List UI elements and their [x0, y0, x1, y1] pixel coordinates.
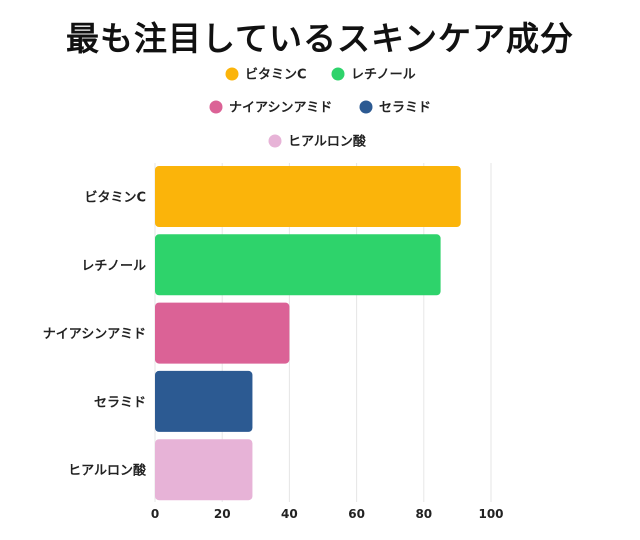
- bar-1: [155, 166, 461, 227]
- legend-marker-5: [268, 134, 282, 148]
- category-label-1: ビタミンC: [84, 190, 146, 206]
- legend-marker-3: [209, 100, 223, 114]
- category-label-3: ナイアシンアミド: [43, 327, 146, 342]
- x-tick-label-0: 0: [151, 507, 159, 521]
- bar-5: [155, 439, 253, 501]
- chart-title: 最も注目しているスキンケア成分: [65, 19, 575, 58]
- x-tick-label-5: 100: [478, 507, 503, 521]
- bar-2: [155, 234, 441, 296]
- legend-label-2: レチノール: [351, 68, 416, 83]
- x-tick-label-1: 20: [214, 507, 231, 521]
- legend-marker-4: [359, 100, 373, 114]
- legend-label-3: ナイアシンアミド: [229, 101, 332, 116]
- bar-3: [155, 302, 290, 364]
- x-tick-label-4: 80: [415, 507, 432, 521]
- legend-marker-2: [331, 67, 345, 81]
- category-label-4: セラミド: [94, 395, 146, 410]
- category-label-5: ヒアルロン酸: [68, 463, 147, 479]
- legend-label-1: ビタミンC: [245, 67, 307, 83]
- legend-label-5: ヒアルロン酸: [288, 134, 367, 150]
- bar-4: [155, 370, 253, 432]
- legend-label-4: セラミド: [379, 101, 431, 116]
- x-tick-label-2: 40: [281, 507, 298, 521]
- category-label-2: レチノール: [81, 259, 146, 274]
- legend-marker-1: [225, 67, 239, 81]
- x-tick-label-3: 60: [348, 507, 365, 521]
